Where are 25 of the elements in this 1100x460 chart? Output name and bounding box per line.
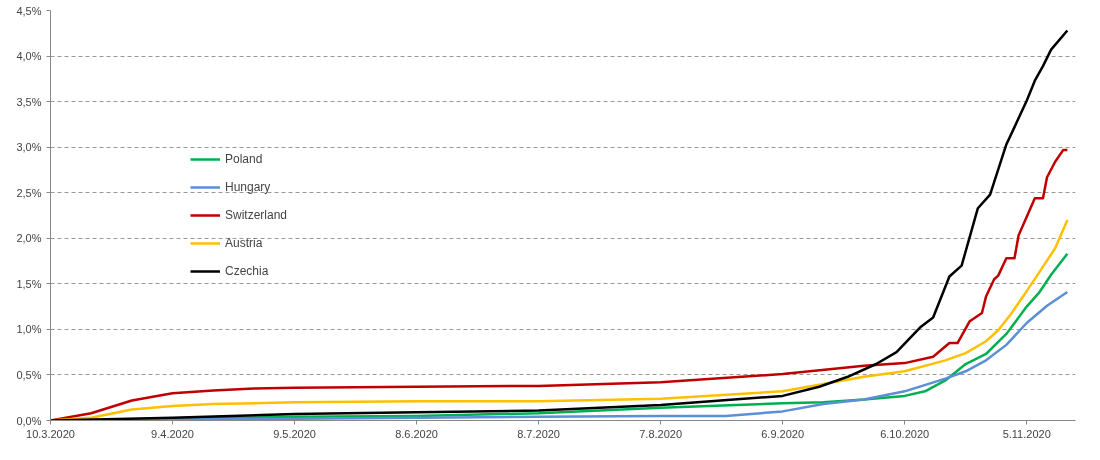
x-tick-label: 9.4.2020	[151, 427, 194, 440]
x-tick-label: 5.11.2020	[1002, 427, 1051, 440]
x-tick-label: 9.5.2020	[273, 427, 316, 440]
y-tick-label: 4,0%	[16, 50, 42, 63]
y-tick-label: 4,5%	[16, 4, 42, 17]
y-tick-label: 1,0%	[16, 323, 42, 336]
y-tick-label: 0,5%	[16, 368, 42, 381]
x-tick-label: 10.3.2020	[26, 427, 75, 440]
x-tick-label: 7.8.2020	[639, 427, 683, 440]
y-tick-label: 3,0%	[16, 141, 42, 154]
legend-label: Czechia	[225, 264, 269, 278]
y-tick-label: 2,0%	[16, 232, 42, 245]
line-series	[50, 29, 1069, 421]
legend-label: Hungary	[225, 180, 271, 194]
x-tick-label: 8.7.2020	[517, 427, 561, 440]
y-tick-label: 3,5%	[16, 95, 42, 108]
x-tick-label: 6.10.2020	[880, 427, 930, 440]
legend-label: Switzerland	[225, 208, 288, 222]
x-tick-label: 8.6.2020	[395, 427, 438, 440]
y-tick-label: 1,5%	[16, 277, 42, 290]
legend-label: Austria	[225, 236, 263, 250]
legend-label: Poland	[225, 152, 263, 166]
y-tick-label: 0,0%	[16, 414, 42, 427]
y-tick-label: 2,5%	[16, 186, 42, 199]
x-tick-label: 6.9.2020	[761, 427, 805, 440]
